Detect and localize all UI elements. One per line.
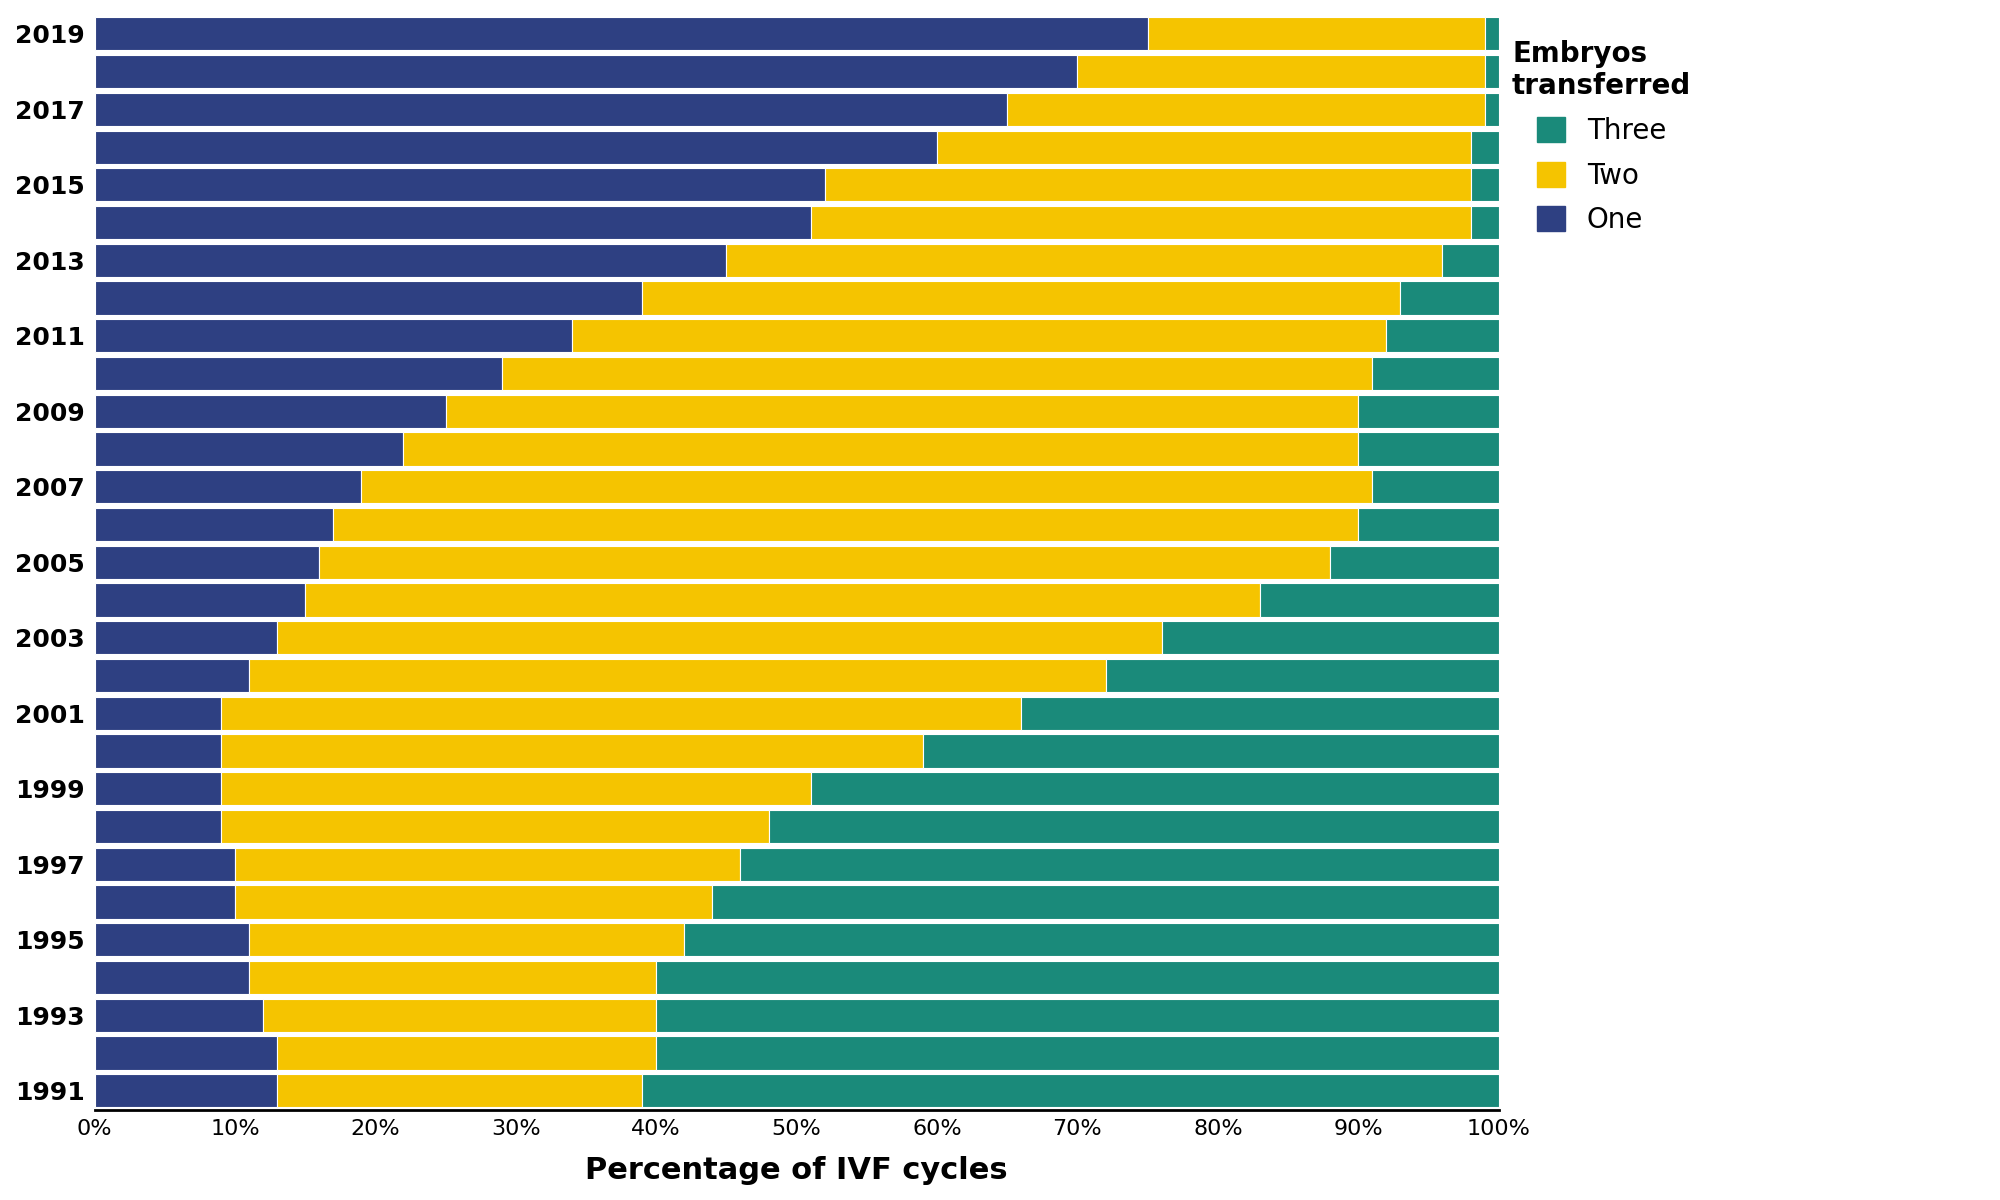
Bar [94,998,264,1032]
Bar [94,470,362,504]
Bar [94,847,236,881]
Bar [94,17,1148,50]
Bar [1106,659,1498,692]
Bar [220,810,768,844]
Bar [1386,319,1498,353]
Bar [94,961,250,994]
Bar [1470,131,1498,163]
Bar [1470,168,1498,202]
Bar [1008,92,1484,126]
Bar [278,1074,642,1108]
Bar [236,847,740,881]
Bar [94,1074,278,1108]
Bar [938,131,1470,163]
Bar [94,282,642,314]
Bar [1484,92,1498,126]
Bar [306,583,1260,617]
Bar [1442,244,1498,277]
Bar [572,319,1386,353]
Bar [94,659,250,692]
Bar [1372,470,1498,504]
Bar [94,772,220,805]
Bar [220,772,810,805]
Bar [94,810,220,844]
Bar [250,659,1106,692]
Bar [94,356,502,390]
Bar [220,734,922,768]
Bar [94,886,236,919]
Bar [1260,583,1498,617]
Bar [94,923,250,956]
Bar [740,847,1498,881]
Bar [810,206,1470,239]
Bar [94,244,726,277]
Bar [94,508,334,541]
Bar [824,168,1470,202]
Bar [726,244,1442,277]
Bar [1484,17,1498,50]
Bar [1022,697,1498,730]
Bar [446,395,1358,428]
Bar [94,622,278,654]
Bar [278,1037,656,1069]
Bar [1484,55,1498,89]
Bar [278,622,1162,654]
Bar [656,1037,1498,1069]
Bar [810,772,1498,805]
Bar [642,282,1400,314]
Bar [1358,432,1498,466]
Bar [94,583,306,617]
Bar [320,546,1330,578]
Bar [94,395,446,428]
Bar [94,55,1078,89]
Bar [94,546,320,578]
Bar [1162,622,1498,654]
Bar [362,470,1372,504]
Bar [1358,395,1498,428]
Bar [94,131,938,163]
Legend: Three, Two, One: Three, Two, One [1500,29,1702,246]
Bar [334,508,1358,541]
Bar [1400,282,1498,314]
Bar [94,432,404,466]
Bar [94,1037,278,1069]
X-axis label: Percentage of IVF cycles: Percentage of IVF cycles [586,1156,1008,1186]
Bar [642,1074,1498,1108]
Bar [220,697,1022,730]
Bar [236,886,712,919]
Bar [250,923,684,956]
Bar [94,319,572,353]
Bar [94,697,220,730]
Bar [1148,17,1484,50]
Bar [922,734,1498,768]
Bar [94,168,824,202]
Bar [656,961,1498,994]
Bar [656,998,1498,1032]
Bar [94,734,220,768]
Bar [1372,356,1498,390]
Bar [404,432,1358,466]
Bar [94,206,810,239]
Bar [94,92,1008,126]
Bar [1078,55,1484,89]
Bar [502,356,1372,390]
Bar [250,961,656,994]
Bar [1358,508,1498,541]
Bar [1470,206,1498,239]
Bar [1330,546,1498,578]
Bar [712,886,1498,919]
Bar [684,923,1498,956]
Bar [264,998,656,1032]
Bar [768,810,1498,844]
